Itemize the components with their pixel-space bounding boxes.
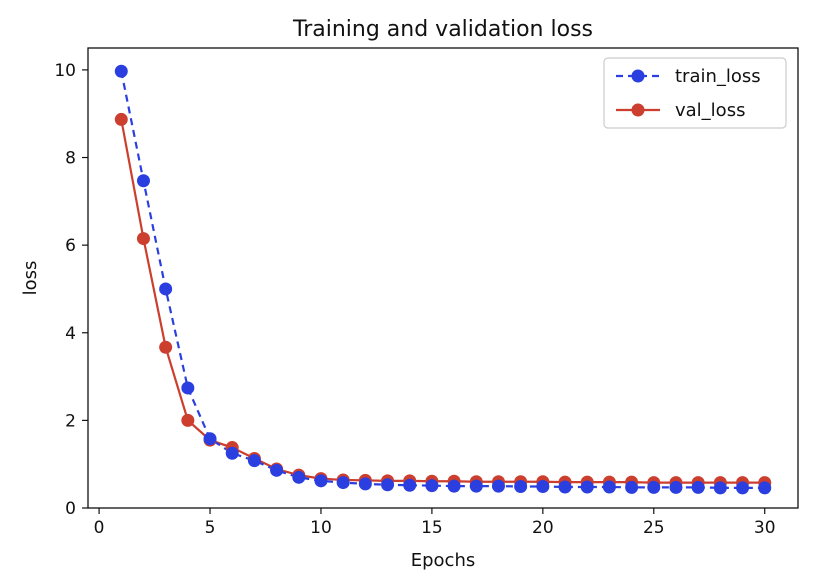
point-val_loss <box>114 112 128 126</box>
x-tick-label: 25 <box>643 518 665 538</box>
point-train_loss <box>713 481 727 495</box>
point-train_loss <box>425 479 439 493</box>
legend-marker-val <box>631 103 645 117</box>
point-val_loss <box>136 232 150 246</box>
series-line-train_loss <box>120 71 765 489</box>
point-train_loss <box>225 446 239 460</box>
x-tick-label: 20 <box>532 518 554 538</box>
x-tick-label: 5 <box>205 518 216 538</box>
series-line-val_loss <box>120 119 765 484</box>
chart-title: Training and validation loss <box>292 17 593 42</box>
point-train_loss <box>514 480 528 494</box>
series-markers <box>114 64 772 495</box>
point-train_loss <box>580 480 594 494</box>
y-tick-label: 10 <box>54 61 76 81</box>
x-tick-label: 15 <box>421 518 443 538</box>
y-tick-label: 2 <box>65 411 76 431</box>
x-tick-label: 30 <box>754 518 776 538</box>
point-train_loss <box>381 478 395 492</box>
legend-label-train: train_loss <box>675 66 761 87</box>
legend-label-val: val_loss <box>675 100 745 121</box>
point-train_loss <box>447 479 461 493</box>
point-val_loss <box>181 413 195 427</box>
point-train_loss <box>736 481 750 495</box>
x-axis-label: Epochs <box>411 550 476 571</box>
point-train_loss <box>536 480 550 494</box>
series-lines <box>120 71 765 489</box>
y-tick-label: 4 <box>65 324 76 344</box>
axis-ticks: 0 5 10 15 20 25 30 0 2 4 6 8 10 <box>54 61 775 538</box>
y-axis-label: loss <box>20 261 41 296</box>
legend-marker-train <box>631 69 645 83</box>
point-train_loss <box>647 480 661 494</box>
plot-area <box>87 47 799 509</box>
point-train_loss <box>491 479 505 493</box>
point-val_loss <box>159 340 173 354</box>
y-tick-label: 8 <box>65 149 76 169</box>
point-train_loss <box>558 480 572 494</box>
point-train_loss <box>691 480 705 494</box>
point-train_loss <box>336 476 350 490</box>
y-tick-label: 6 <box>65 236 76 256</box>
point-train_loss <box>314 474 328 488</box>
point-train_loss <box>358 477 372 491</box>
legend: train_loss val_loss <box>603 57 787 129</box>
point-train_loss <box>292 470 306 484</box>
point-train_loss <box>181 381 195 395</box>
y-tick-label: 0 <box>65 499 76 519</box>
point-train_loss <box>403 478 417 492</box>
point-train_loss <box>625 480 639 494</box>
x-tick-label: 0 <box>94 518 105 538</box>
point-train_loss <box>669 480 683 494</box>
point-train_loss <box>270 463 284 477</box>
point-train_loss <box>602 480 616 494</box>
point-train_loss <box>136 174 150 188</box>
point-train_loss <box>247 454 261 468</box>
point-train_loss <box>758 481 772 495</box>
point-train_loss <box>469 479 483 493</box>
point-train_loss <box>114 64 128 78</box>
point-train_loss <box>203 432 217 446</box>
x-tick-label: 10 <box>310 518 332 538</box>
point-train_loss <box>159 282 173 296</box>
